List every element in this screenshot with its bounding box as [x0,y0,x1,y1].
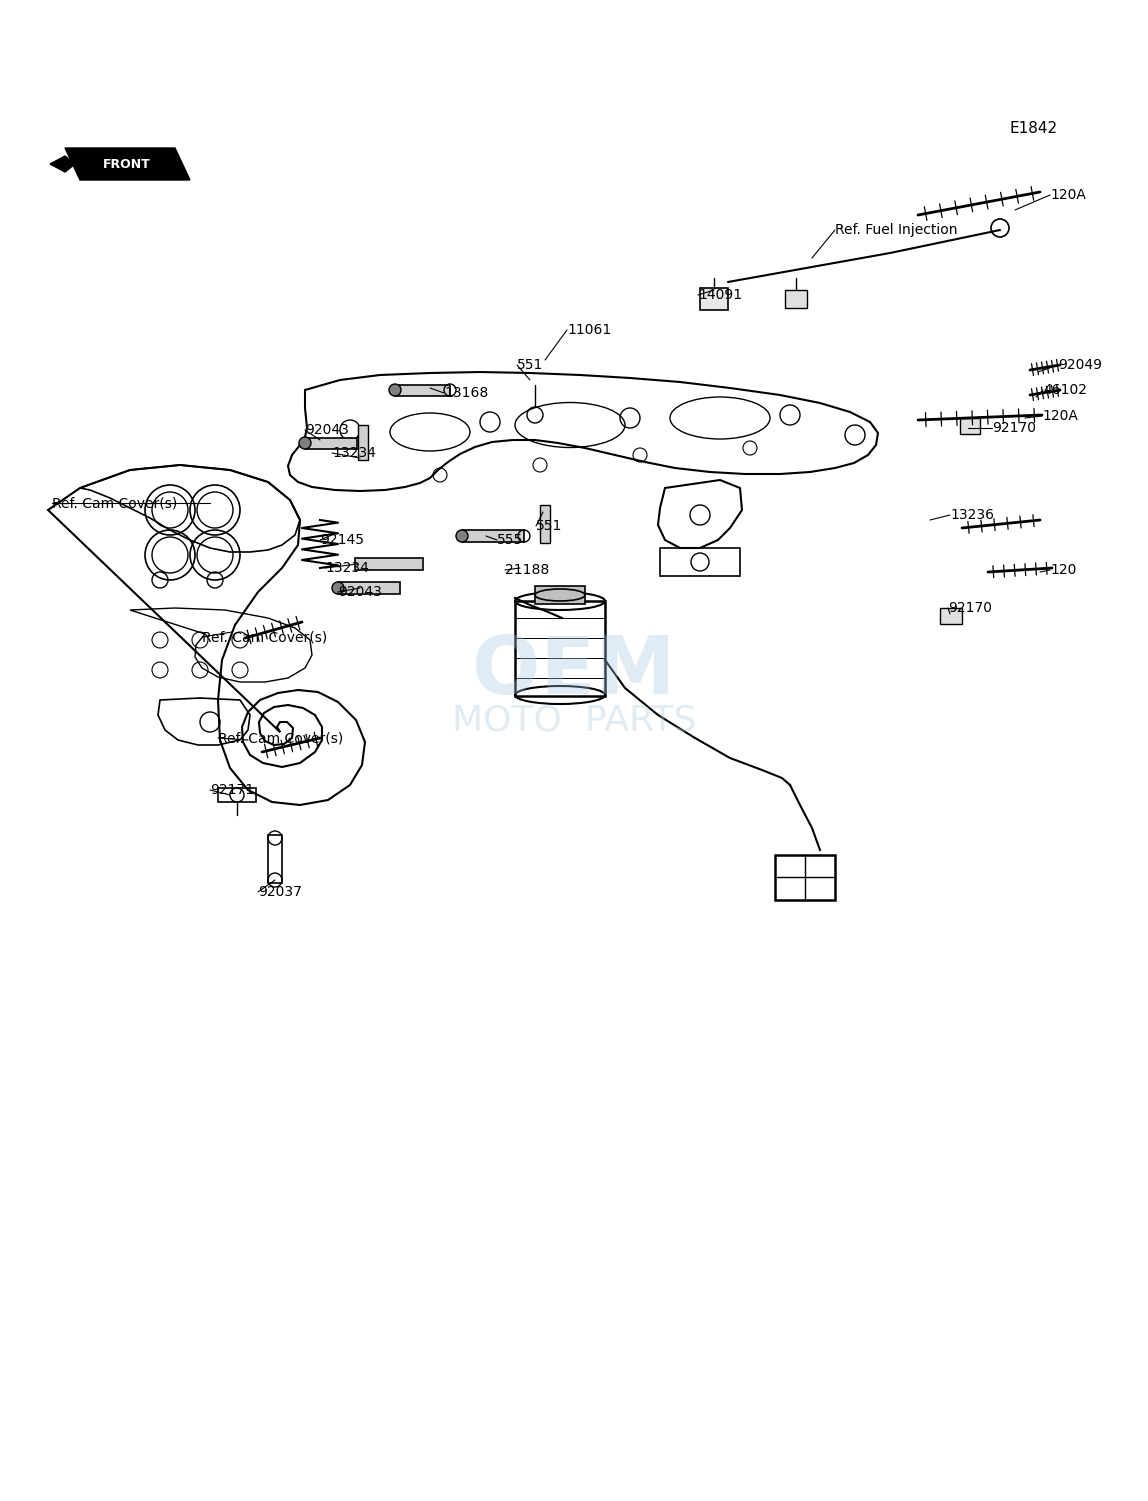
Text: 13168: 13168 [444,386,488,399]
Text: FRONT: FRONT [103,158,150,171]
Text: Ref. Fuel Injection: Ref. Fuel Injection [835,224,957,237]
Text: 92170: 92170 [992,420,1035,435]
Bar [700,288,728,311]
Bar [535,585,585,603]
Circle shape [298,437,311,449]
Text: 13234: 13234 [325,561,369,575]
Bar [395,384,450,396]
Text: 13234: 13234 [332,446,375,459]
Text: 92043: 92043 [338,585,382,599]
Text: 120: 120 [1050,563,1077,576]
Bar [461,530,523,542]
Bar [960,417,980,434]
Text: 120A: 120A [1042,408,1078,423]
Circle shape [456,530,468,542]
Bar [660,548,740,576]
Text: 92037: 92037 [258,886,302,899]
Text: MOTO  PARTS: MOTO PARTS [452,702,696,737]
Bar [267,835,282,883]
Text: OEM: OEM [472,633,676,711]
Bar [338,582,400,594]
Text: Ref. Cam Cover(s): Ref. Cam Cover(s) [202,630,327,644]
Polygon shape [51,156,75,173]
Bar [775,856,835,901]
Text: 92049: 92049 [1058,359,1102,372]
Text: 21188: 21188 [505,563,549,576]
Text: 92170: 92170 [948,600,992,615]
Circle shape [332,582,344,594]
Bar [515,600,605,696]
Ellipse shape [535,588,585,600]
Bar [355,558,422,570]
Text: 14091: 14091 [698,288,742,302]
Text: 551: 551 [536,519,563,533]
Text: 92145: 92145 [320,533,364,546]
Bar [305,438,357,449]
Bar [540,504,550,543]
Text: 13236: 13236 [951,507,994,522]
Polygon shape [65,149,191,180]
Text: E1842: E1842 [1010,120,1058,135]
Text: Ref. Cam Cover(s): Ref. Cam Cover(s) [218,731,343,744]
Bar [785,290,807,308]
Text: 120A: 120A [1050,188,1086,203]
Circle shape [389,384,401,396]
Text: 46102: 46102 [1044,383,1087,396]
Text: 92171: 92171 [210,784,254,797]
Bar [358,425,369,459]
Text: Ref. Cam Cover(s): Ref. Cam Cover(s) [52,495,177,510]
Text: 551: 551 [517,359,543,372]
Text: 555: 555 [497,533,523,546]
Bar [218,788,256,802]
Text: 92043: 92043 [305,423,349,437]
Text: 11061: 11061 [567,323,611,338]
Bar [940,608,962,624]
